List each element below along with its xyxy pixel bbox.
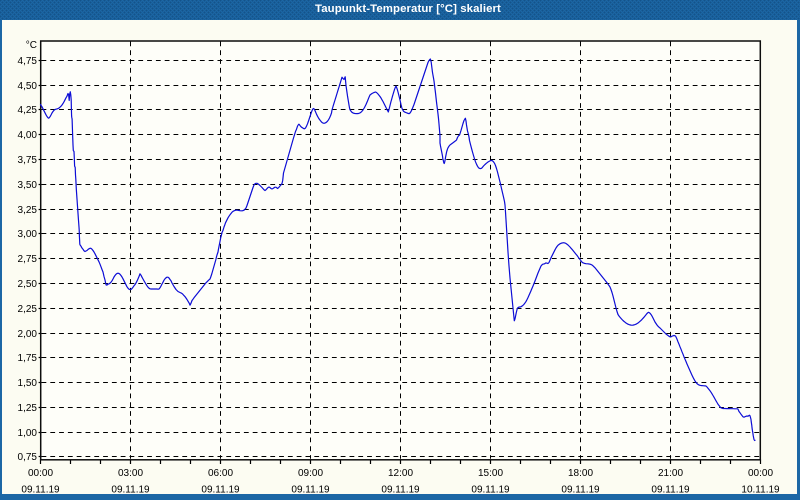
svg-text:00:00: 00:00: [28, 468, 53, 479]
svg-text:3,00: 3,00: [18, 229, 38, 240]
svg-text:0,75: 0,75: [18, 452, 38, 463]
svg-text:°C: °C: [26, 40, 37, 51]
svg-text:2,50: 2,50: [18, 279, 38, 290]
svg-text:4,00: 4,00: [18, 130, 38, 141]
svg-text:3,75: 3,75: [18, 155, 38, 166]
svg-text:09.11.19: 09.11.19: [561, 485, 600, 496]
svg-text:09:00: 09:00: [298, 468, 323, 479]
svg-text:10.11.19: 10.11.19: [741, 485, 780, 496]
svg-text:4,50: 4,50: [18, 81, 38, 92]
svg-text:09.11.19: 09.11.19: [21, 485, 60, 496]
svg-text:3,50: 3,50: [18, 180, 38, 191]
svg-text:18:00: 18:00: [568, 468, 593, 479]
svg-text:1,00: 1,00: [18, 428, 38, 439]
svg-text:00:00: 00:00: [748, 468, 773, 479]
svg-text:2,00: 2,00: [18, 329, 38, 340]
svg-text:09.11.19: 09.11.19: [651, 485, 690, 496]
svg-text:2,25: 2,25: [18, 304, 38, 315]
svg-text:09.11.19: 09.11.19: [201, 485, 240, 496]
svg-text:3,25: 3,25: [18, 205, 38, 216]
svg-text:06:00: 06:00: [208, 468, 233, 479]
svg-text:15:00: 15:00: [478, 468, 503, 479]
svg-text:2,75: 2,75: [18, 254, 38, 265]
svg-text:21:00: 21:00: [658, 468, 683, 479]
svg-text:03:00: 03:00: [118, 468, 143, 479]
svg-text:09.11.19: 09.11.19: [471, 485, 510, 496]
svg-text:4,25: 4,25: [18, 105, 38, 116]
svg-text:09.11.19: 09.11.19: [111, 485, 150, 496]
svg-text:4,75: 4,75: [18, 56, 38, 67]
svg-text:1,75: 1,75: [18, 353, 38, 364]
svg-text:09.11.19: 09.11.19: [291, 485, 330, 496]
svg-text:1,50: 1,50: [18, 378, 38, 389]
svg-text:12:00: 12:00: [388, 468, 413, 479]
svg-text:09.11.19: 09.11.19: [381, 485, 420, 496]
svg-text:1,25: 1,25: [18, 403, 38, 414]
